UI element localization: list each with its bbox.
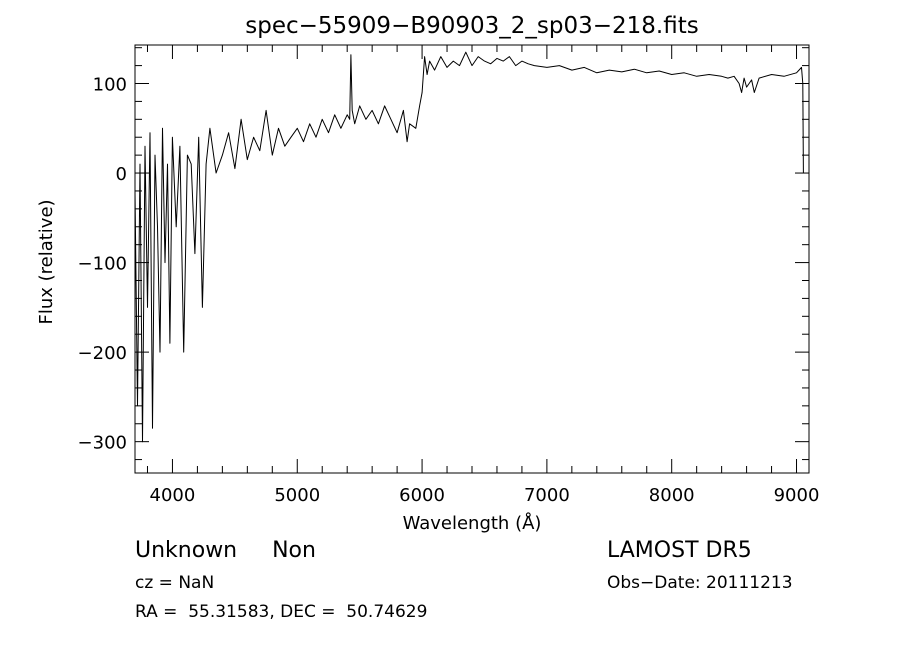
chart-title: spec−55909−B90903_2_sp03−218.fits: [245, 13, 699, 39]
x-tick-labels: 4000 5000 6000 7000 8000 9000: [150, 485, 820, 506]
y-tick-label: 0: [116, 164, 127, 185]
survey-label: LAMOST DR5: [607, 538, 752, 563]
x-tick-label: 6000: [399, 485, 445, 506]
coordinates-label: RA = 55.31583, DEC = 50.74629: [135, 602, 428, 622]
object-class-label: Unknown Non: [135, 538, 316, 563]
obs-date-label: Obs−Date: 20111213: [607, 573, 793, 593]
y-tick-label: 100: [93, 75, 127, 96]
x-tick-label: 7000: [524, 485, 570, 506]
y-tick-label: −200: [78, 343, 127, 364]
axis-ticks: [135, 45, 809, 473]
y-axis-label: Flux (relative): [36, 199, 57, 324]
redshift-label: cz = NaN: [135, 573, 215, 593]
y-tick-label: −100: [78, 254, 127, 275]
y-tick-labels: −300 −200 −100 0 100: [78, 75, 127, 454]
flux-series-line: [134, 51, 804, 443]
x-tick-label: 5000: [274, 485, 320, 506]
x-tick-label: 4000: [150, 485, 196, 506]
x-axis-label: Wavelength (Å): [403, 512, 542, 534]
x-tick-label: 9000: [774, 485, 820, 506]
y-tick-label: −300: [78, 433, 127, 454]
x-tick-label: 8000: [649, 485, 695, 506]
plot-frame: [134, 44, 810, 474]
